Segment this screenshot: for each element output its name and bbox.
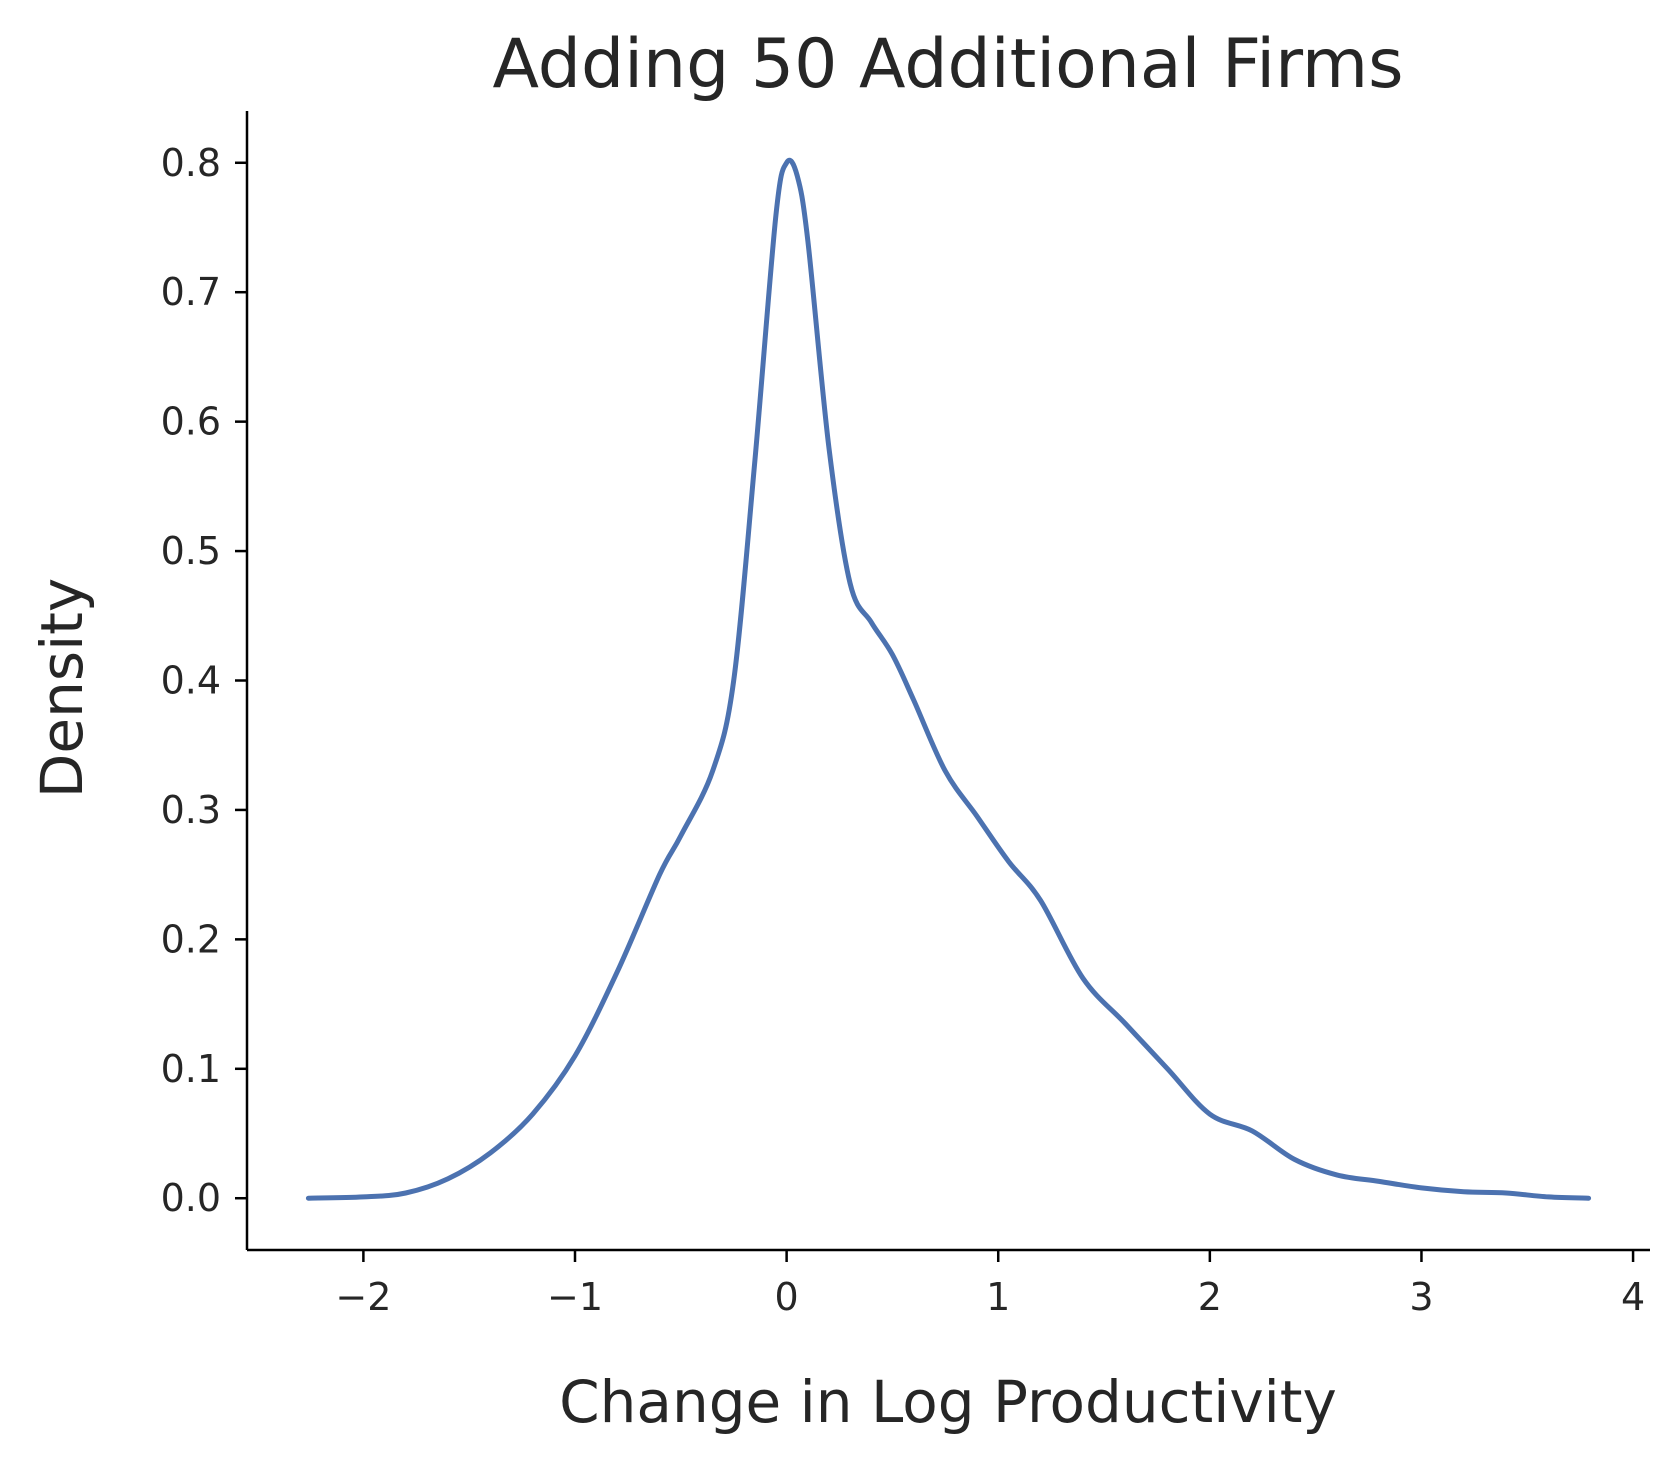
x-tick-label: −1	[547, 1275, 603, 1319]
x-tick-label: 3	[1409, 1275, 1433, 1319]
y-tick-label: 0.3	[161, 788, 221, 832]
chart-title: Adding 50 Additional Firms	[492, 25, 1403, 104]
x-tick-label: 0	[775, 1275, 799, 1319]
y-tick-label: 0.5	[161, 529, 221, 573]
y-axis-title: Density	[28, 578, 96, 799]
y-tick-label: 0.1	[161, 1047, 221, 1091]
y-tick-label: 0.8	[161, 141, 221, 185]
x-tick-label: 2	[1198, 1275, 1222, 1319]
x-tick-label: −2	[335, 1275, 391, 1319]
y-tick-label: 0.0	[161, 1176, 221, 1220]
x-tick-label: 1	[986, 1275, 1010, 1319]
y-tick-label: 0.4	[161, 659, 221, 703]
ticks-group: −2 −1 0 1 2 3 4 0.0 0.1 0.2 0.3 0.4 0.5 0.6 0.7 0.8	[161, 141, 1646, 1319]
x-tick-label: 4	[1621, 1275, 1645, 1319]
y-tick-label: 0.2	[161, 917, 221, 961]
y-tick-label: 0.7	[161, 270, 221, 314]
y-tick-label: 0.6	[161, 400, 221, 444]
kde-density-line	[305, 157, 1592, 1201]
x-axis-title: Change in Log Productivity	[559, 1368, 1337, 1436]
